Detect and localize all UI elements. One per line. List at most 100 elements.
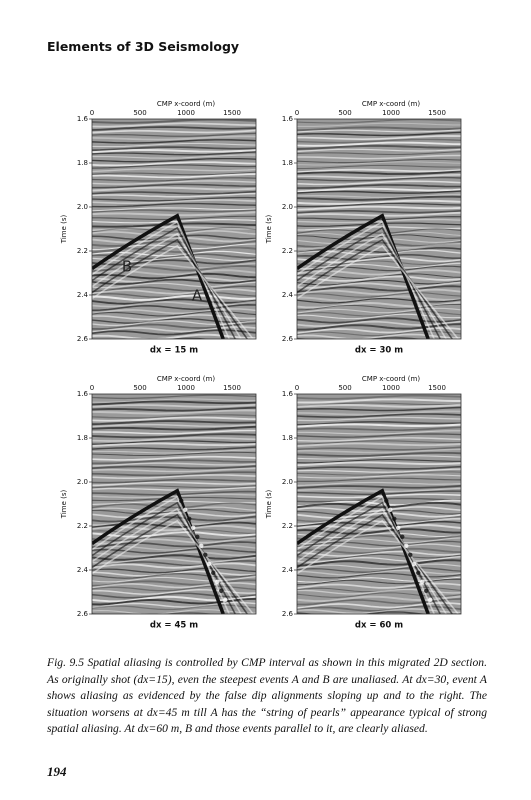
y-tick-label: 2.0	[282, 478, 293, 486]
reflector	[297, 559, 461, 567]
reflector	[297, 403, 461, 408]
reflector	[297, 148, 461, 153]
dipping-event	[92, 519, 254, 614]
reflector	[92, 288, 256, 295]
reflector	[92, 199, 256, 204]
reflector	[297, 459, 461, 464]
aliasing-pearl	[396, 525, 401, 530]
reflector	[297, 426, 461, 432]
seismic-panel: CMP x-coord (m) 0 500 1000 1500 1.6 1.8 2.0 2.2 2…	[60, 100, 257, 356]
reflector	[92, 142, 256, 148]
reflector	[92, 294, 256, 301]
reflector	[92, 207, 256, 212]
page-number: 194	[47, 764, 67, 779]
reflector	[92, 481, 256, 487]
aliasing-pearl	[392, 516, 397, 521]
reflector	[92, 146, 256, 152]
reflector	[297, 410, 461, 416]
reflector	[92, 329, 256, 336]
reflector	[297, 187, 461, 193]
reflector	[92, 126, 256, 131]
reflector	[297, 448, 461, 454]
reflector	[92, 465, 256, 470]
reflector	[297, 602, 461, 609]
reflector	[92, 398, 256, 403]
reflector	[297, 209, 461, 214]
reflector	[297, 184, 461, 189]
reflector	[297, 471, 461, 476]
reflector	[92, 502, 256, 509]
reflector	[297, 474, 461, 479]
y-axis-label: Time (s)	[265, 490, 273, 520]
x-tick-label: 0	[295, 384, 299, 392]
y-tick-label: 2.6	[77, 610, 89, 618]
reflector	[92, 196, 256, 202]
reflector	[297, 455, 461, 460]
reflector	[92, 192, 256, 198]
y-tick-label: 1.8	[282, 434, 293, 442]
aliasing-pearl	[219, 588, 224, 593]
reflector	[297, 161, 461, 166]
y-tick-label: 1.6	[282, 115, 294, 123]
aliasing-pearl	[191, 525, 196, 530]
reflector	[297, 330, 461, 337]
reflector	[92, 285, 256, 293]
reflector	[92, 449, 256, 454]
reflector	[92, 394, 256, 400]
reflector	[92, 269, 256, 276]
figure-caption: Fig. 9.5 Spatial aliasing is controlled …	[47, 656, 487, 736]
dipping-event	[92, 501, 236, 614]
y-tick-label: 2.4	[282, 566, 294, 574]
reflector	[92, 547, 256, 554]
reflector	[92, 149, 256, 154]
seismic-image	[92, 119, 256, 339]
reflector	[297, 588, 461, 595]
dipping-event	[297, 513, 453, 614]
reflector	[92, 560, 256, 568]
reflector	[297, 543, 461, 550]
reflector	[297, 176, 461, 182]
reflector	[297, 336, 423, 339]
event-label: A	[192, 287, 203, 305]
reflector	[297, 327, 461, 334]
reflector	[297, 269, 461, 276]
reflector	[297, 572, 461, 579]
reflector	[297, 406, 461, 412]
reflector	[297, 569, 461, 576]
y-tick-label: 1.8	[282, 159, 293, 167]
y-tick-label: 1.6	[77, 390, 89, 398]
x-tick-label: 500	[338, 109, 351, 117]
reflector	[92, 226, 256, 233]
reflector	[297, 195, 461, 201]
y-tick-label: 2.4	[77, 566, 89, 574]
panel-frame	[296, 118, 462, 340]
dipping-event	[92, 232, 242, 339]
reflector	[297, 592, 461, 598]
reflector	[297, 430, 461, 435]
y-tick-label: 2.6	[77, 335, 89, 343]
x-tick-label: 1000	[382, 109, 400, 117]
reflector	[92, 554, 256, 561]
reflector	[92, 300, 256, 308]
reflector	[92, 190, 256, 195]
dipping-event	[297, 501, 441, 614]
reflector	[92, 164, 256, 169]
dipping-event	[92, 513, 248, 614]
reflector	[92, 474, 256, 480]
reflector	[92, 157, 256, 163]
event-label: B	[122, 258, 132, 276]
reflector	[297, 501, 461, 509]
y-tick-label: 2.2	[282, 247, 293, 255]
aliasing-pearl	[416, 570, 421, 575]
reflector	[92, 425, 256, 431]
reflector	[92, 403, 256, 408]
aliasing-pearl	[428, 597, 433, 602]
reflector	[297, 202, 461, 208]
reflector	[297, 164, 461, 170]
dipping-event	[297, 213, 430, 339]
reflector	[297, 608, 461, 614]
reflector	[297, 423, 461, 428]
x-tick-label: 0	[90, 109, 94, 117]
reflector	[92, 500, 256, 505]
dipping-event	[92, 226, 236, 339]
